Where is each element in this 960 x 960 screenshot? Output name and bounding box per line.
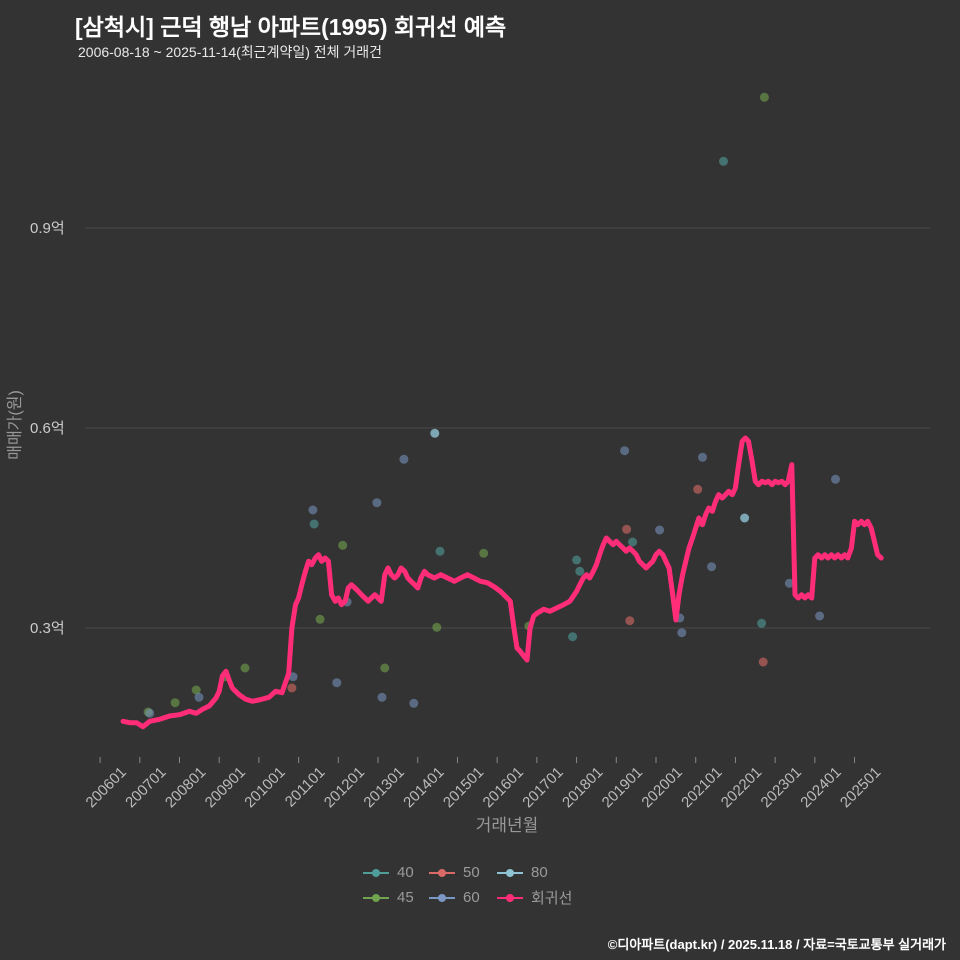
- legend-label-regression: 회귀선: [531, 890, 573, 907]
- y-tick-label: 0.3억: [30, 620, 65, 637]
- scatter-point-45: [380, 663, 390, 673]
- legend-marker-icon-45: [363, 893, 389, 902]
- scatter-point-60: [784, 578, 794, 588]
- scatter-point-60: [620, 446, 630, 456]
- scatter-point-60: [698, 452, 707, 462]
- legend-item-50[interactable]: 50: [427, 864, 493, 881]
- page-title: [삼척시] 근덕 행남 아파트(1995) 회귀선 예측: [75, 14, 507, 40]
- scatter-point-45: [170, 698, 180, 708]
- credit-text: ©디아파트(dapt.kr) / 2025.11.18 / 자료=국토교통부 실…: [607, 937, 946, 952]
- x-tick-label: 202301: [758, 764, 805, 811]
- scatter-point-60: [409, 698, 419, 708]
- scatter-point-50: [622, 524, 632, 534]
- scatter-point-45: [338, 540, 348, 550]
- x-tick-label: 201901: [599, 764, 646, 811]
- x-tick-label: 202001: [638, 764, 685, 811]
- scatter-point-45: [191, 685, 201, 695]
- scatter-point-45: [432, 622, 442, 632]
- y-axis-title: 매매가(원): [6, 390, 24, 460]
- scatter-point-60: [655, 525, 665, 535]
- page-subtitle: 2006-08-18 ~ 2025-11-14(최근계약일) 전체 거래건: [78, 44, 383, 60]
- scatter-point-60: [707, 562, 717, 572]
- x-tick-label: 200701: [122, 764, 169, 811]
- regression-line: [120, 435, 884, 730]
- scatter-point-40: [575, 566, 585, 576]
- scatter-point-40: [309, 519, 319, 529]
- scatter-point-60: [377, 692, 387, 702]
- x-tick-label: 201301: [360, 764, 407, 811]
- scatter-point-50: [693, 484, 703, 494]
- legend-marker-icon-regression: [497, 893, 523, 902]
- legend-item-40[interactable]: 40: [361, 864, 425, 881]
- x-tick-label: 201801: [559, 764, 606, 811]
- scatter-point-80: [740, 513, 750, 523]
- scatter-point-40: [719, 156, 728, 166]
- legend-item-regression[interactable]: 회귀선: [495, 887, 599, 908]
- legend-label-50: 50: [463, 864, 480, 881]
- legend-item-80[interactable]: 80: [495, 864, 599, 881]
- scatter-point-50: [625, 616, 635, 626]
- scatter-point-40: [628, 537, 638, 547]
- scatter-point-40: [572, 555, 582, 565]
- scatter-point-60: [194, 692, 204, 702]
- x-tick-label: 201001: [241, 764, 288, 811]
- scatter-point-60: [332, 678, 342, 688]
- x-tick-label: 201201: [321, 764, 368, 811]
- scatter-point-40: [757, 618, 767, 628]
- scatter-point-50: [758, 657, 768, 667]
- legend-marker-icon-60: [429, 893, 455, 902]
- scatter-point-80: [430, 428, 440, 438]
- legend-marker-icon-80: [497, 868, 523, 877]
- y-tick-label: 0.6억: [30, 420, 65, 437]
- x-axis-title: 거래년월: [476, 816, 539, 835]
- legend-label-40: 40: [397, 864, 414, 881]
- legend-item-60[interactable]: 60: [427, 887, 493, 908]
- scatter-point-60: [677, 628, 687, 638]
- scatter-point-40: [435, 546, 445, 556]
- legend-label-60: 60: [463, 889, 480, 906]
- x-tick-label: 202501: [837, 764, 884, 811]
- legend: 40 50 80 45 60 회귀선: [0, 864, 960, 908]
- x-tick-label: 202401: [797, 764, 844, 811]
- scatter-point-45: [240, 663, 250, 673]
- legend-marker-icon-40: [363, 868, 389, 877]
- scatter-point-60: [399, 454, 409, 464]
- legend-marker-icon-50: [429, 868, 455, 877]
- scatter-point-60: [308, 505, 318, 515]
- scatter-point-45: [315, 614, 325, 624]
- scatter-point-60: [831, 474, 840, 484]
- y-tick-label: 0.9억: [30, 220, 65, 237]
- x-tick-label: 201401: [400, 764, 447, 811]
- legend-item-45[interactable]: 45: [361, 887, 425, 908]
- scatter-point-50: [287, 683, 297, 693]
- x-tick-label: 200901: [202, 764, 249, 811]
- x-tick-label: 201501: [440, 764, 487, 811]
- legend-label-45: 45: [397, 889, 414, 906]
- x-tick-label: 201701: [519, 764, 566, 811]
- x-tick-label: 202201: [718, 764, 765, 811]
- scatter-point-45: [479, 548, 489, 558]
- x-tick-label: 200601: [82, 764, 129, 811]
- legend-row: 45 60 회귀선: [361, 887, 599, 908]
- scatter-point-40: [568, 632, 578, 642]
- x-tick-label: 202101: [678, 764, 725, 811]
- x-tick-label: 200801: [162, 764, 209, 811]
- x-tick-label: 201101: [282, 764, 329, 811]
- scatter-point-45: [759, 92, 769, 102]
- x-tick-label: 201601: [480, 764, 527, 811]
- legend-label-80: 80: [531, 864, 548, 881]
- scatter-point-60: [372, 498, 382, 508]
- scatter-point-60: [145, 708, 155, 718]
- legend-row: 40 50 80: [361, 864, 599, 881]
- scatter-point-60: [815, 611, 825, 621]
